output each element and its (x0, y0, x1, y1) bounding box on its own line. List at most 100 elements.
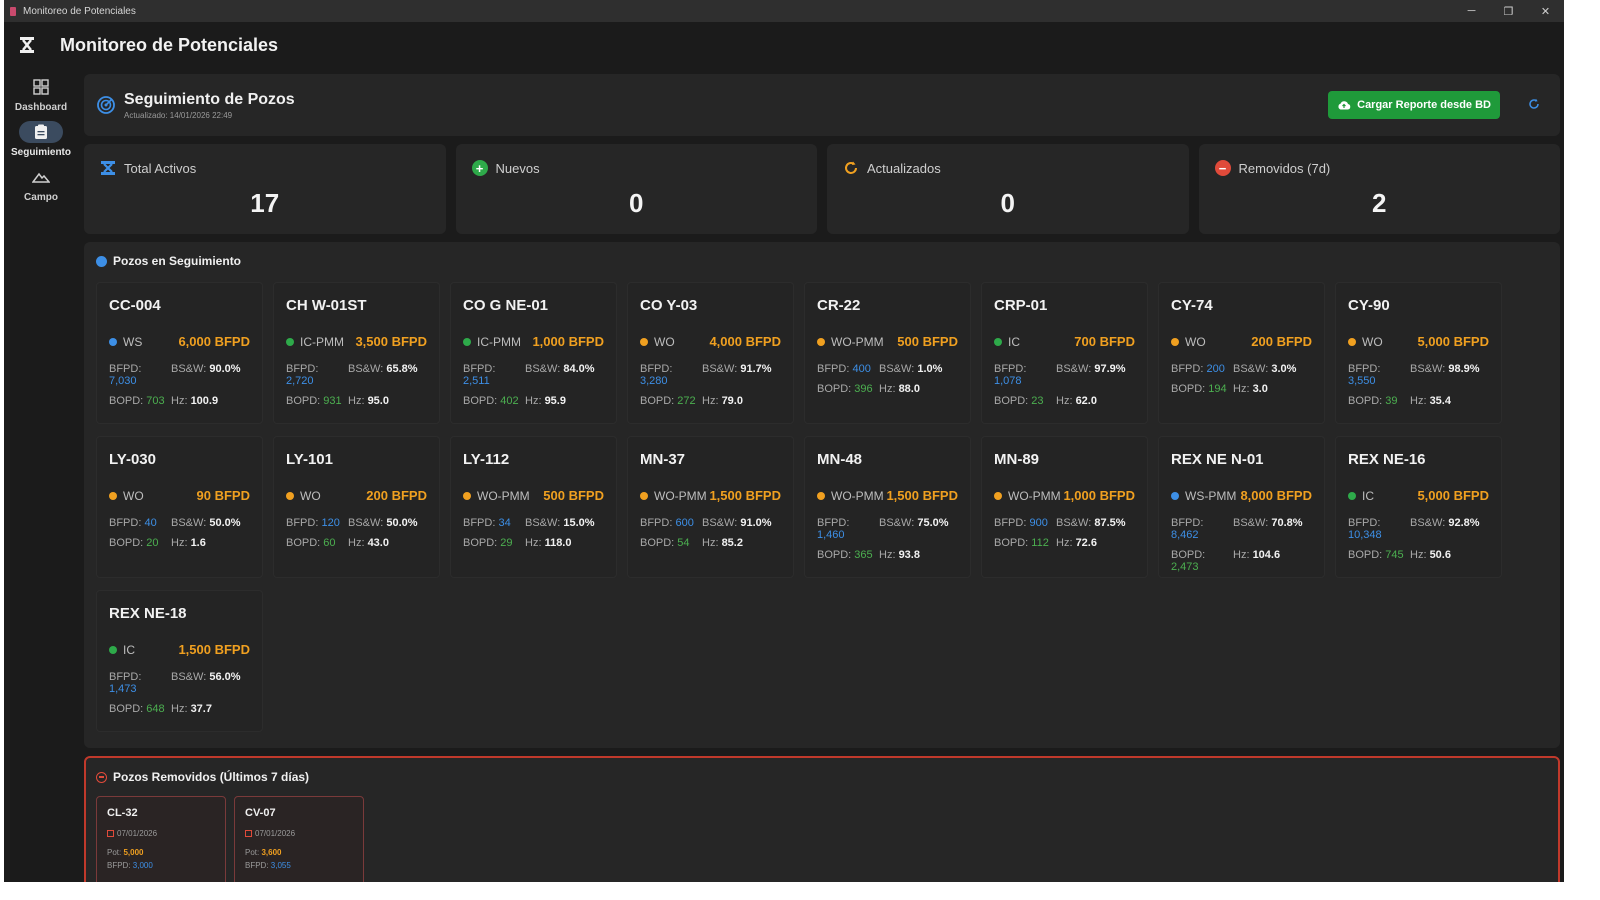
intervention-type: WO (654, 334, 675, 349)
bsw-value: 92.8% (1448, 517, 1480, 529)
well-card[interactable]: CY-74 WO 200 BFPD BFPD: 200 BS&W: 3.0% B… (1158, 282, 1325, 424)
app-window: Monitoreo de Potenciales ─ ❐ ✕ Monitoreo… (4, 0, 1564, 882)
well-card[interactable]: CC-004 WS 6,000 BFPD BFPD: 7,030 BS&W: 9… (96, 282, 263, 424)
well-name: CO G NE-01 (463, 297, 549, 314)
bsw-field: BS&W: 84.0% (525, 363, 595, 375)
well-card[interactable]: LY-112 WO-PMM 500 BFPD BFPD: 34 BS&W: 15… (450, 436, 617, 578)
bsw-value: 50.0% (209, 517, 241, 529)
well-card[interactable]: MN-37 WO-PMM 1,500 BFPD BFPD: 600 BS&W: … (627, 436, 794, 578)
bfpd-value: 200 (1206, 363, 1225, 375)
bfpd-field: BFPD: 3,550 (1348, 363, 1381, 387)
hz-field: Hz: 93.8 (879, 549, 920, 561)
status-dot (109, 645, 117, 654)
sidebar-item-seguimiento[interactable]: Seguimiento (4, 121, 78, 158)
bsw-field: BS&W: 97.9% (1056, 363, 1126, 375)
hz-field: Hz: 79.0 (702, 395, 743, 407)
well-card[interactable]: REX NE-16 IC 5,000 BFPD BFPD: 10,348 BS&… (1335, 436, 1502, 578)
bfpd-field: BFPD: 7,030 (109, 363, 142, 387)
bsw-value: 91.0% (740, 517, 772, 529)
hz-field: Hz: 95.9 (525, 395, 566, 407)
wells-grid: CC-004 WS 6,000 BFPD BFPD: 7,030 BS&W: 9… (96, 282, 1548, 732)
well-name: CR-22 (817, 297, 861, 314)
hz-field: Hz: 1.6 (171, 537, 206, 549)
removed-bfpd: BFPD: 3,000 (107, 861, 153, 870)
window-title: Monitoreo de Potenciales (23, 5, 136, 17)
well-card[interactable]: LY-101 WO 200 BFPD BFPD: 120 BS&W: 50.0%… (273, 436, 440, 578)
sidebar-item-dashboard[interactable]: Dashboard (4, 76, 78, 113)
hz-value: 62.0 (1075, 395, 1097, 407)
panel-title-text: Pozos Removidos (Últimos 7 días) (113, 770, 310, 784)
removed-panel-title: Pozos Removidos (Últimos 7 días) (96, 770, 1548, 784)
well-card[interactable]: CRP-01 IC 700 BFPD BFPD: 1,078 BS&W: 97.… (981, 282, 1148, 424)
close-button[interactable]: ✕ (1540, 5, 1551, 18)
bfpd-value: 40 (144, 517, 157, 529)
calendar-icon (245, 830, 252, 837)
bsw-value: 90.0% (209, 363, 241, 375)
hz-value: 93.8 (898, 549, 920, 561)
sidebar-item-label: Seguimiento (10, 147, 71, 158)
stat-value: 2 (1372, 188, 1387, 218)
bopd-value: 931 (323, 395, 342, 407)
sidebar-item-campo[interactable]: Campo (4, 166, 78, 203)
well-potential: 200 BFPD (1251, 334, 1312, 349)
removed-well-card[interactable]: CV-07 07/01/2026 Pot: 3,600 BFPD: 3,055 (234, 796, 364, 882)
well-card[interactable]: LY-030 WO 90 BFPD BFPD: 40 BS&W: 50.0% B… (96, 436, 263, 578)
bfpd-value: 400 (852, 363, 871, 375)
intervention-type: IC-PMM (300, 334, 344, 349)
bfpd-field: BFPD: 120 (286, 517, 340, 529)
bopd-value: 272 (677, 395, 696, 407)
well-card[interactable]: CR-22 WO-PMM 500 BFPD BFPD: 400 BS&W: 1.… (804, 282, 971, 424)
bsw-field: BS&W: 91.7% (702, 363, 772, 375)
status-dot (1348, 491, 1356, 500)
bopd-value: 2,473 (1171, 561, 1199, 573)
status-dot (463, 337, 471, 346)
bsw-field: BS&W: 56.0% (171, 671, 241, 683)
intervention-type: IC (1362, 488, 1374, 503)
hz-value: 72.6 (1075, 537, 1097, 549)
app-title: Monitoreo de Potenciales (60, 34, 279, 55)
intervention-type: WO-PMM (654, 488, 707, 503)
bfpd-value: 120 (321, 517, 340, 529)
well-card[interactable]: REX NE-18 IC 1,500 BFPD BFPD: 1,473 BS&W… (96, 590, 263, 732)
status-dot (1171, 337, 1179, 346)
hz-field: Hz: 72.6 (1056, 537, 1097, 549)
status-dot (994, 491, 1002, 500)
restore-button[interactable]: ❐ (1503, 5, 1514, 18)
stat-label: Actualizados (867, 160, 941, 176)
hz-value: 100.9 (190, 395, 219, 407)
well-potential: 90 BFPD (196, 488, 250, 503)
bopd-field: BOPD: 745 (1348, 549, 1404, 561)
bopd-field: BOPD: 931 (286, 395, 342, 407)
hz-value: 104.6 (1252, 549, 1281, 561)
bsw-field: BS&W: 50.0% (348, 517, 418, 529)
well-card[interactable]: MN-48 WO-PMM 1,500 BFPD BFPD: 1,460 BS&W… (804, 436, 971, 578)
hz-field: Hz: 85.2 (702, 537, 743, 549)
well-card[interactable]: CO Y-03 WO 4,000 BFPD BFPD: 3,280 BS&W: … (627, 282, 794, 424)
refresh-icon[interactable] (1528, 97, 1540, 113)
well-card[interactable]: CO G NE-01 IC-PMM 1,000 BFPD BFPD: 2,511… (450, 282, 617, 424)
page-header: Seguimiento de Pozos Actualizado: 14/01/… (84, 74, 1560, 136)
bopd-value: 23 (1031, 395, 1044, 407)
bfpd-value: 2,511 (463, 375, 490, 387)
bfpd-value: 1,473 (109, 683, 137, 695)
bsw-value: 50.0% (386, 517, 418, 529)
well-potential: 500 BFPD (543, 488, 604, 503)
bopd-field: BOPD: 23 (994, 395, 1044, 407)
bsw-value: 97.9% (1094, 363, 1126, 375)
removed-well-card[interactable]: CL-32 07/01/2026 Pot: 5,000 BFPD: 3,000 (96, 796, 226, 882)
status-dot (994, 337, 1002, 346)
well-card[interactable]: CH W-01ST IC-PMM 3,500 BFPD BFPD: 2,720 … (273, 282, 440, 424)
minimize-button[interactable]: ─ (1467, 4, 1476, 17)
calendar-icon (107, 830, 114, 837)
intervention-type: WS-PMM (1185, 488, 1237, 503)
bopd-value: 194 (1208, 383, 1227, 395)
well-card[interactable]: CY-90 WO 5,000 BFPD BFPD: 3,550 BS&W: 98… (1335, 282, 1502, 424)
load-report-button[interactable]: Cargar Reporte desde BD (1328, 91, 1500, 119)
well-card[interactable]: REX NE N-01 WS-PMM 8,000 BFPD BFPD: 8,46… (1158, 436, 1325, 578)
stat-removidos: − Removidos (7d) 2 (1198, 144, 1560, 234)
hz-value: 3.0 (1252, 383, 1268, 395)
well-name: MN-37 (640, 451, 686, 468)
well-card[interactable]: MN-89 WO-PMM 1,000 BFPD BFPD: 900 BS&W: … (981, 436, 1148, 578)
stat-value: 17 (250, 188, 280, 218)
bopd-field: BOPD: 703 (109, 395, 165, 407)
